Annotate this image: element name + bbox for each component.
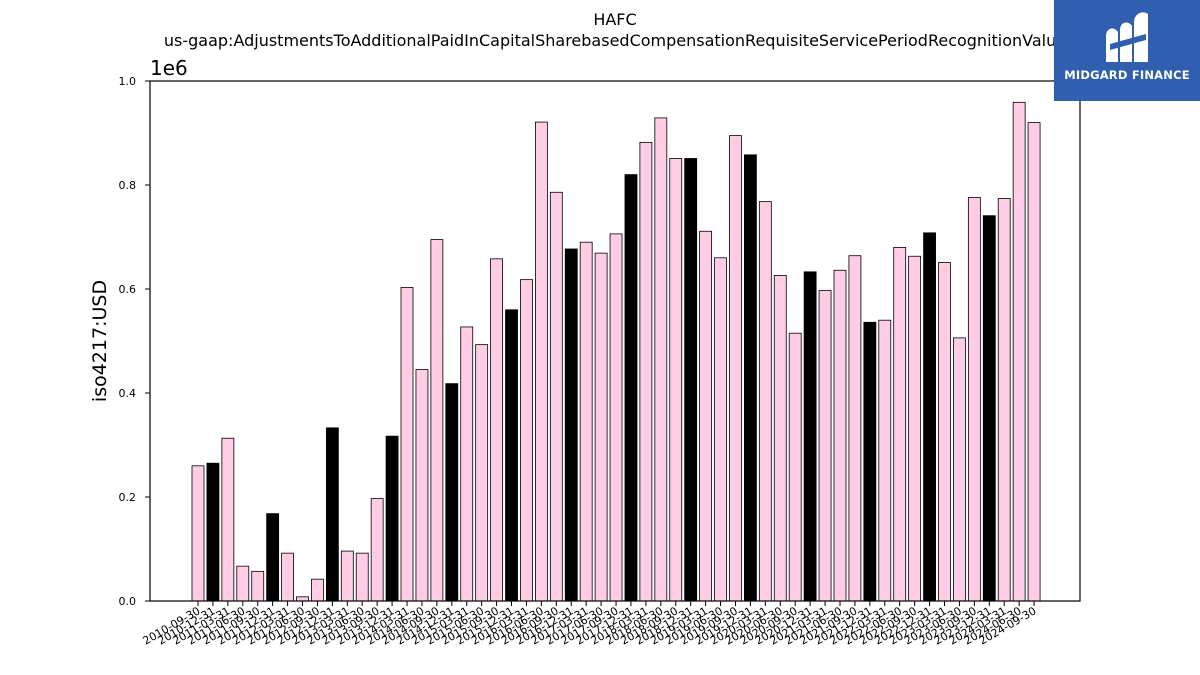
bar-2020-03-31: [758, 201, 772, 602]
bar-2015-03-31: [460, 326, 474, 602]
bar-2021-03-31: [818, 290, 832, 602]
bar-2017-09-30: [609, 233, 623, 602]
y-tick-label: 0.4: [119, 387, 137, 400]
bar-2018-12-31: [684, 158, 698, 602]
bar-2015-06-30: [475, 344, 489, 602]
bar-2019-03-31: [699, 230, 713, 602]
bar-2020-12-31: [803, 271, 817, 602]
y-axis-label: iso4217:USD: [89, 280, 111, 402]
y-axis-ticks: 0.0 0.2 0.4 0.6 0.8 1.0: [119, 75, 150, 608]
bar-2016-03-31: [520, 279, 533, 602]
bar-2022-12-31: [923, 232, 936, 602]
bar-2020-06-30: [773, 275, 787, 602]
bar-2021-06-30: [833, 269, 847, 602]
y-tick-label: 0.8: [119, 179, 137, 192]
plot-frame: [149, 80, 1081, 602]
bar-2016-06-30: [534, 121, 548, 602]
chart-subtitle: us-gaap:AdjustmentsToAdditionalPaidInCap…: [164, 31, 1066, 50]
y-tick-label: 0.0: [119, 595, 137, 608]
bar-2022-03-31: [878, 319, 892, 602]
bars-group: [191, 101, 1041, 602]
bar-2012-12-31: [325, 427, 339, 602]
bar-2021-09-30: [848, 255, 862, 602]
bar-2012-06-30: [296, 596, 309, 602]
chart-title: HAFC: [593, 10, 636, 29]
bar-2013-12-31: [385, 435, 399, 602]
bar-2013-06-30: [355, 552, 369, 602]
y-axis-multiplier: 1e6: [150, 56, 188, 80]
bar-2014-09-30: [430, 239, 444, 602]
y-tick-label: 0.2: [119, 491, 137, 504]
bar-2018-06-30: [654, 117, 668, 602]
bar-2023-03-31: [938, 262, 951, 602]
bar-2019-12-31: [744, 154, 757, 602]
bar-2019-09-30: [729, 135, 742, 602]
midgard-finance-logo: MIDGARD FINANCE: [1054, 0, 1200, 101]
bar-2017-03-31: [579, 241, 593, 602]
logo-text: MIDGARD FINANCE: [1064, 68, 1190, 82]
bar-2013-03-31: [340, 550, 354, 602]
bar-2011-12-31: [266, 513, 280, 602]
bar-2014-06-30: [415, 369, 429, 602]
midgard-logo-icon: [1106, 12, 1148, 63]
y-tick-label: 1.0: [119, 75, 137, 88]
bar-2020-09-30: [788, 332, 802, 602]
bar-2017-06-30: [594, 252, 608, 602]
bar-2010-12-31: [206, 462, 220, 602]
bar-2010-09-30: [191, 465, 205, 602]
bar-2012-03-31: [281, 552, 294, 602]
y-tick-label: 0.6: [119, 283, 137, 296]
bar-2011-06-30: [236, 565, 250, 602]
bar-2013-09-30: [370, 498, 384, 602]
x-axis-ticks: 2010-09-302010-12-312011-03-312011-06-30…: [141, 601, 1039, 648]
bar-2024-06-30: [1012, 101, 1026, 602]
bar-2024-03-31: [997, 198, 1011, 602]
bar-2015-12-31: [505, 309, 518, 602]
bar-2021-12-31: [863, 321, 877, 602]
bar-2016-12-31: [564, 248, 578, 602]
bar-2023-06-30: [953, 337, 966, 602]
bar-2017-12-31: [624, 174, 638, 602]
bar-2011-03-31: [221, 437, 235, 602]
bar-2016-09-30: [549, 191, 563, 602]
bar-2023-12-31: [982, 215, 996, 602]
bar-2019-06-30: [714, 257, 727, 602]
bar-2018-09-30: [669, 158, 683, 602]
bar-2018-03-31: [639, 141, 653, 602]
bar-2022-09-30: [908, 255, 922, 602]
bar-2011-09-30: [251, 570, 265, 602]
bar-2022-06-30: [893, 246, 907, 602]
bar-2014-12-31: [445, 383, 459, 602]
bar-2024-09-30: [1027, 122, 1041, 602]
bar-2012-09-30: [311, 578, 324, 602]
bar-2014-03-31: [400, 287, 414, 602]
bar-2015-09-30: [490, 258, 504, 602]
bar-2023-09-30: [967, 197, 981, 602]
